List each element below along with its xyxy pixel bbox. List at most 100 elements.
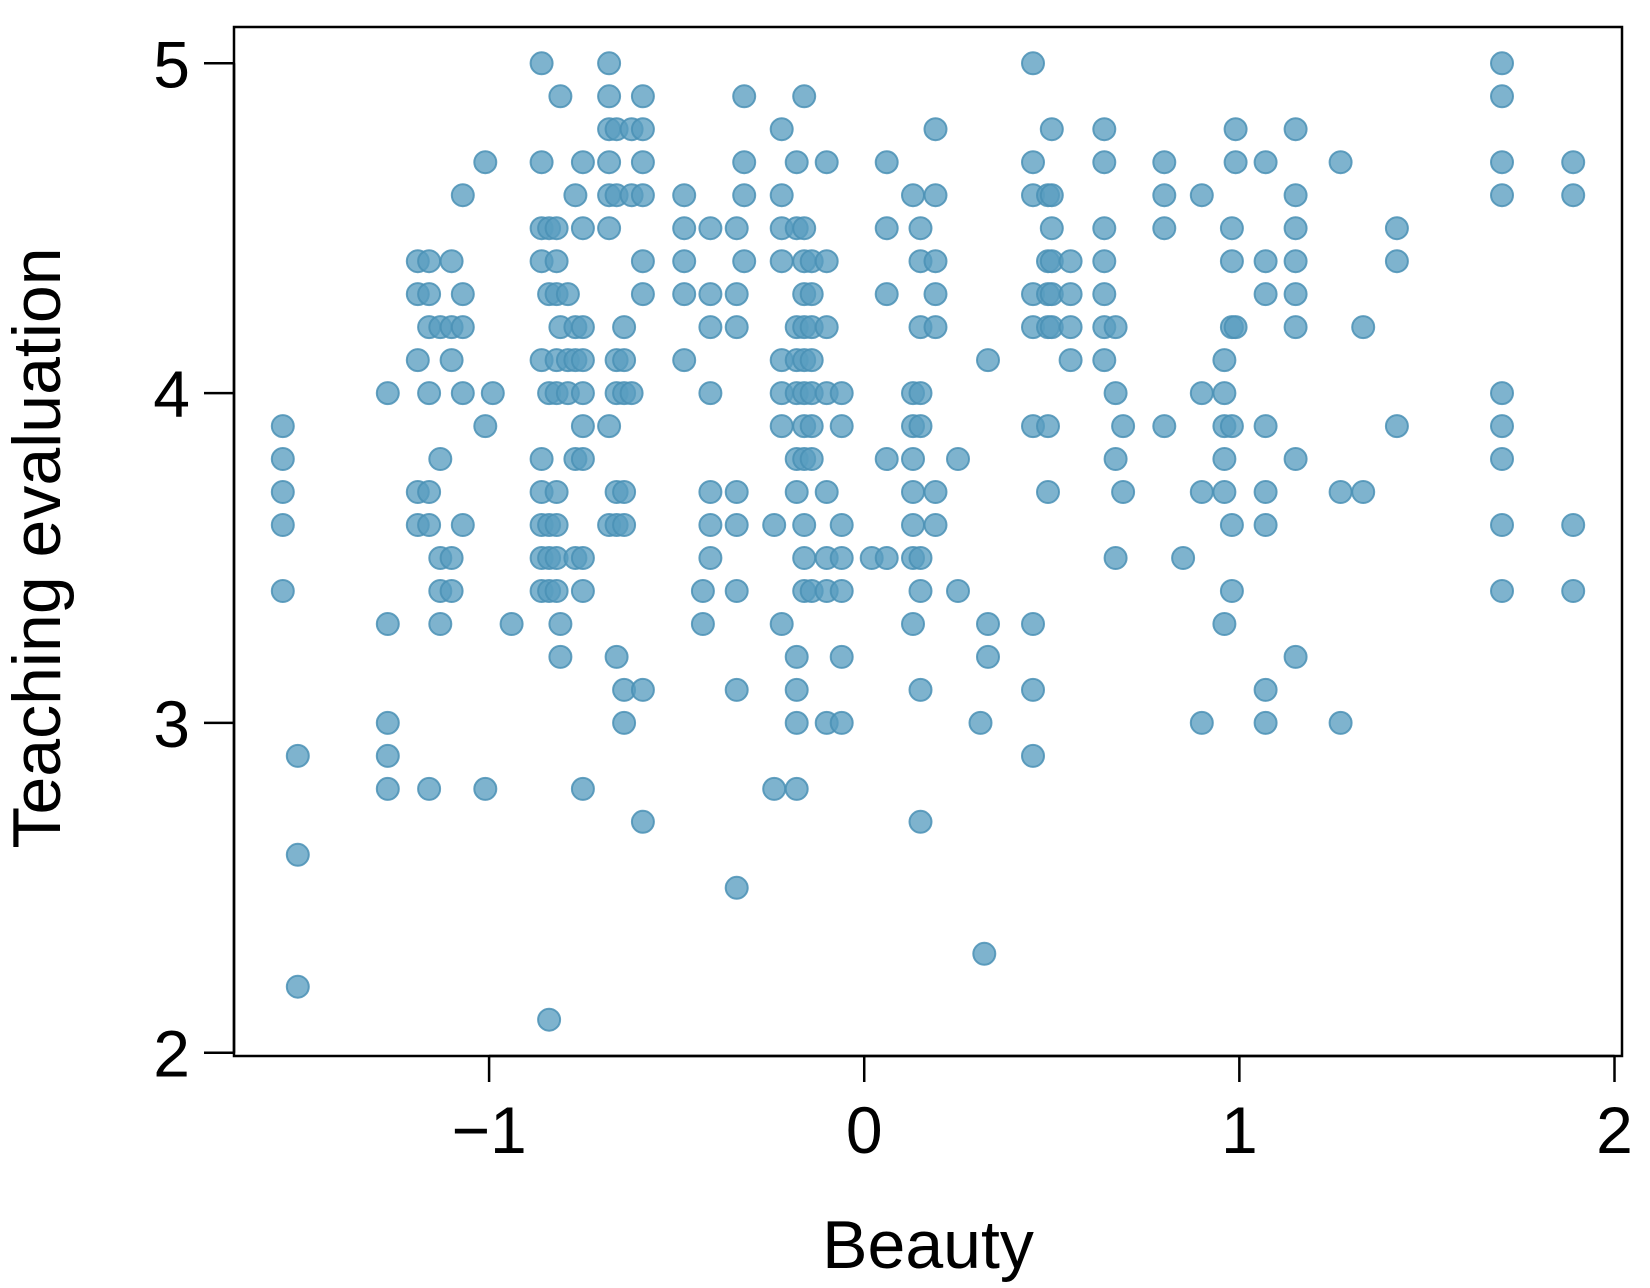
data-point	[1283, 282, 1308, 307]
x-tick-label: 1	[1221, 1093, 1258, 1167]
data-point	[908, 809, 933, 834]
data-point	[923, 249, 948, 274]
data-point	[375, 381, 400, 406]
data-point	[769, 249, 794, 274]
data-point	[724, 875, 749, 900]
data-point	[499, 612, 524, 636]
data-point	[1058, 249, 1083, 274]
data-point	[597, 216, 622, 241]
data-point	[1253, 710, 1278, 735]
y-tick-label: 2	[153, 1017, 190, 1091]
data-point	[901, 612, 925, 636]
data-point	[1351, 315, 1376, 340]
data-point	[1212, 348, 1237, 373]
data-point	[450, 381, 475, 406]
data-point	[1253, 150, 1278, 175]
data-point	[1103, 546, 1128, 570]
data-point	[428, 447, 453, 471]
data-point	[1283, 216, 1308, 241]
data-point	[1212, 480, 1237, 504]
data-point	[548, 84, 573, 109]
data-point	[908, 579, 933, 603]
data-point	[612, 513, 637, 537]
data-point	[769, 612, 794, 636]
data-point	[874, 447, 899, 471]
data-point	[732, 249, 757, 274]
data-point	[1039, 117, 1064, 142]
data-point	[1490, 414, 1514, 439]
data-point	[1103, 315, 1128, 340]
data-point	[570, 381, 595, 406]
data-point	[1021, 150, 1045, 175]
data-point	[1021, 677, 1045, 702]
data-point	[672, 249, 697, 274]
data-point	[270, 579, 295, 603]
data-point	[480, 381, 505, 406]
data-point	[1219, 579, 1244, 603]
data-point	[1021, 51, 1045, 76]
data-point	[799, 414, 824, 439]
data-point	[1152, 183, 1177, 208]
data-point	[1223, 315, 1248, 340]
data-point	[923, 513, 948, 537]
data-point	[630, 677, 655, 702]
data-point	[923, 183, 948, 208]
data-point	[799, 348, 824, 373]
data-point	[829, 710, 854, 735]
data-point	[1219, 216, 1244, 241]
data-point	[570, 447, 595, 471]
data-point	[762, 513, 787, 537]
data-point	[874, 282, 899, 307]
data-point	[1219, 414, 1244, 439]
data-point	[1219, 249, 1244, 274]
data-point	[473, 150, 498, 175]
data-point	[1058, 282, 1083, 307]
data-point	[690, 612, 715, 636]
data-point	[1021, 612, 1045, 636]
data-point	[630, 117, 655, 142]
data-point	[1212, 381, 1237, 406]
data-point	[792, 513, 817, 537]
data-point	[597, 51, 622, 76]
data-point	[570, 414, 595, 439]
data-point	[1490, 84, 1514, 109]
data-point	[405, 348, 430, 373]
data-point	[769, 183, 794, 208]
data-point	[1253, 249, 1278, 274]
data-point	[529, 150, 554, 175]
data-point	[672, 216, 697, 241]
data-point	[1189, 183, 1214, 208]
data-point	[874, 216, 899, 241]
data-point	[1189, 381, 1214, 406]
data-point	[1283, 315, 1308, 340]
data-point	[375, 776, 400, 801]
data-point	[923, 282, 948, 307]
data-point	[874, 546, 899, 570]
data-point	[672, 348, 697, 373]
data-point	[829, 546, 854, 570]
data-point	[1283, 644, 1308, 669]
data-point	[923, 480, 948, 504]
data-point	[1384, 216, 1409, 241]
data-point	[473, 776, 498, 801]
data-point	[698, 315, 723, 340]
data-point	[908, 414, 933, 439]
data-point	[563, 183, 588, 208]
data-points	[270, 51, 1586, 1032]
data-point	[597, 414, 622, 439]
data-point	[285, 743, 310, 768]
data-point	[1490, 183, 1514, 208]
data-point	[1328, 480, 1353, 504]
data-point	[604, 644, 629, 669]
data-point	[1103, 447, 1128, 471]
data-point	[270, 447, 295, 471]
data-point	[417, 381, 442, 406]
data-point	[1092, 150, 1117, 175]
data-point	[814, 150, 839, 175]
data-point	[1253, 677, 1278, 702]
data-point	[630, 809, 655, 834]
data-point	[698, 381, 723, 406]
data-point	[698, 282, 723, 307]
data-point	[375, 710, 400, 735]
data-point	[544, 216, 569, 241]
